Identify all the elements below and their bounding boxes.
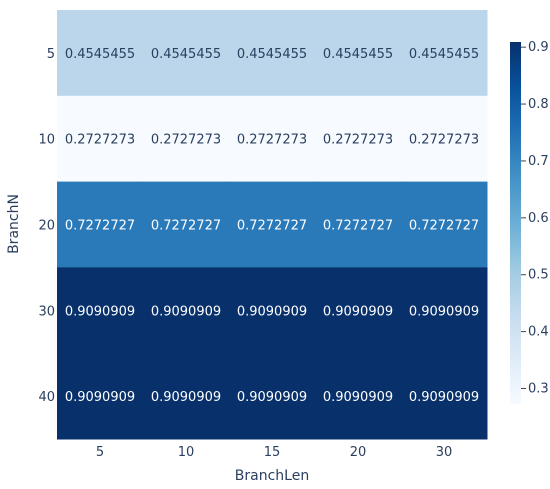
- x-tick-label: 5: [96, 445, 104, 460]
- x-axis-ticks: 5 10 15 20 30: [96, 445, 452, 460]
- heatmap-cell: [57, 267, 144, 354]
- cell-value-label: 0.9090909: [65, 390, 135, 405]
- heatmap-cell: [401, 10, 488, 97]
- cell-value-label: 0.2727273: [151, 133, 221, 148]
- cell-value-label: 0.9090909: [409, 390, 479, 405]
- heatmap-cell: [57, 10, 144, 97]
- cell-value-label: 0.2727273: [237, 133, 307, 148]
- heatmap-cells: 0.4545455 0.4545455 0.4545455 0.4545455 0.45…: [57, 10, 488, 440]
- cell-value-label: 0.2727273: [65, 133, 135, 148]
- cell-value-label: 0.9090909: [237, 390, 307, 405]
- x-tick-label: 15: [264, 445, 281, 460]
- heatmap-cell: [229, 95, 316, 183]
- heatmap-cell: [143, 181, 230, 268]
- cell-value-label: 0.9090909: [323, 304, 393, 319]
- heatmap-cell: [401, 181, 488, 268]
- colorbar-tick-label: 0.4: [528, 325, 549, 340]
- cell-value-label: 0.7272727: [323, 219, 393, 234]
- heatmap-cell: [229, 181, 316, 268]
- colorbar-tick-label: 0.5: [528, 268, 549, 283]
- heatmap-cell: [315, 10, 402, 97]
- heatmap-cell: [229, 267, 316, 354]
- colorbar-tick-label: 0.9: [528, 40, 549, 55]
- colorbar-tick-label: 0.3: [528, 381, 549, 396]
- heatmap-cell: [315, 267, 402, 354]
- x-axis-title: BranchLen: [235, 468, 309, 484]
- colorbar-ticks: 0.9 0.8 0.7 0.6 0.5 0.4 0.3: [521, 40, 549, 396]
- heatmap-cell: [315, 353, 402, 440]
- cell-value-label: 0.4545455: [409, 47, 479, 62]
- heatmap-cell: [57, 95, 144, 183]
- cell-value-label: 0.4545455: [237, 47, 307, 62]
- x-tick-label: 20: [350, 445, 367, 460]
- cell-value-label: 0.7272727: [65, 219, 135, 234]
- heatmap-cell: [57, 181, 144, 268]
- heatmap-cell: [401, 95, 488, 183]
- heatmap-cell: [57, 353, 144, 440]
- heatmap-cell: [401, 267, 488, 354]
- colorbar-tick-label: 0.8: [528, 97, 549, 112]
- heatmap-cell: [143, 10, 230, 97]
- cell-value-label: 0.7272727: [409, 219, 479, 234]
- x-tick-label: 30: [436, 445, 453, 460]
- y-axis-ticks: 5 10 20 30 40: [38, 47, 55, 405]
- cell-value-label: 0.9090909: [409, 304, 479, 319]
- heatmap-cell: [315, 95, 402, 183]
- heatmap-cell: [229, 10, 316, 97]
- y-tick-label: 10: [38, 133, 55, 148]
- cell-value-label: 0.9090909: [323, 390, 393, 405]
- cell-value-label: 0.4545455: [65, 47, 135, 62]
- cell-value-label: 0.9090909: [65, 304, 135, 319]
- cell-value-label: 0.7272727: [151, 219, 221, 234]
- cell-value-label: 0.9090909: [237, 304, 307, 319]
- colorbar-tick-label: 0.6: [528, 211, 549, 226]
- heatmap-cell: [143, 353, 230, 440]
- y-tick-label: 40: [38, 390, 55, 405]
- y-tick-label: 30: [38, 304, 55, 319]
- cell-value-label: 0.9090909: [151, 304, 221, 319]
- cell-value-label: 0.4545455: [151, 47, 221, 62]
- y-tick-label: 5: [47, 47, 55, 62]
- colorbar: [510, 42, 521, 404]
- colorbar-tick-label: 0.7: [528, 154, 549, 169]
- heatmap-cell: [401, 353, 488, 440]
- cell-value-label: 0.2727273: [409, 133, 479, 148]
- y-tick-label: 20: [38, 219, 55, 234]
- heatmap-cell: [315, 181, 402, 268]
- cell-value-label: 0.9090909: [151, 390, 221, 405]
- cell-value-label: 0.7272727: [237, 219, 307, 234]
- heatmap-cell: [143, 267, 230, 354]
- cell-value-label: 0.2727273: [323, 133, 393, 148]
- x-tick-label: 10: [178, 445, 195, 460]
- cell-value-label: 0.4545455: [323, 47, 393, 62]
- y-axis-title: BranchN: [6, 194, 22, 254]
- heatmap-cell: [229, 353, 316, 440]
- heatmap-cell: [143, 95, 230, 183]
